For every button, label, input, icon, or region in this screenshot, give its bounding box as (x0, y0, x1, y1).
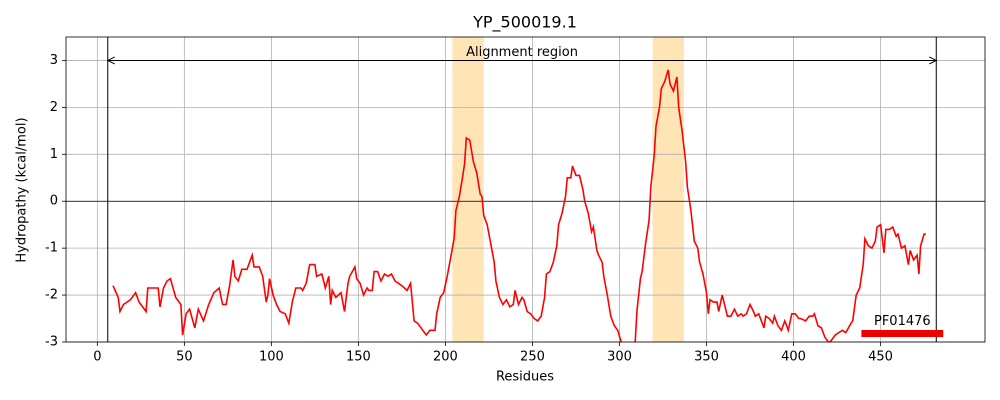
y-tick-label: 0 (50, 194, 58, 209)
plot-area (106, 37, 944, 342)
x-tick-label: 0 (93, 350, 101, 365)
highlight-region (652, 37, 684, 342)
domain-label: PF01476 (874, 314, 931, 329)
x-tick-label: 300 (607, 350, 632, 365)
y-axis-label: Hydropathy (kcal/mol) (15, 117, 30, 262)
x-tick-label: 450 (868, 350, 893, 365)
highlight-region (452, 37, 484, 342)
background-layer (66, 37, 985, 343)
chart-title: YP_500019.1 (472, 13, 577, 33)
y-tick-label: -2 (45, 288, 58, 303)
y-tick-label: 2 (50, 100, 58, 115)
alignment-label: Alignment region (466, 45, 578, 60)
y-tick-label: 1 (50, 147, 58, 162)
x-tick-label: 150 (346, 350, 371, 365)
x-axis-label: Residues (496, 370, 554, 385)
axes-frame (65, 36, 986, 343)
x-tick-label: 50 (176, 350, 193, 365)
y-tick-label: -1 (45, 241, 58, 256)
y-tick-label: -3 (45, 335, 58, 350)
hydropathy-line (112, 69, 926, 342)
x-tick-label: 100 (259, 350, 284, 365)
alignment-arrow (106, 56, 938, 65)
x-tick-label: 200 (433, 350, 458, 365)
x-tick-label: 350 (694, 350, 719, 365)
x-tick-label: 250 (520, 350, 545, 365)
y-tick-label: 3 (50, 53, 58, 68)
x-tick-label: 400 (781, 350, 806, 365)
